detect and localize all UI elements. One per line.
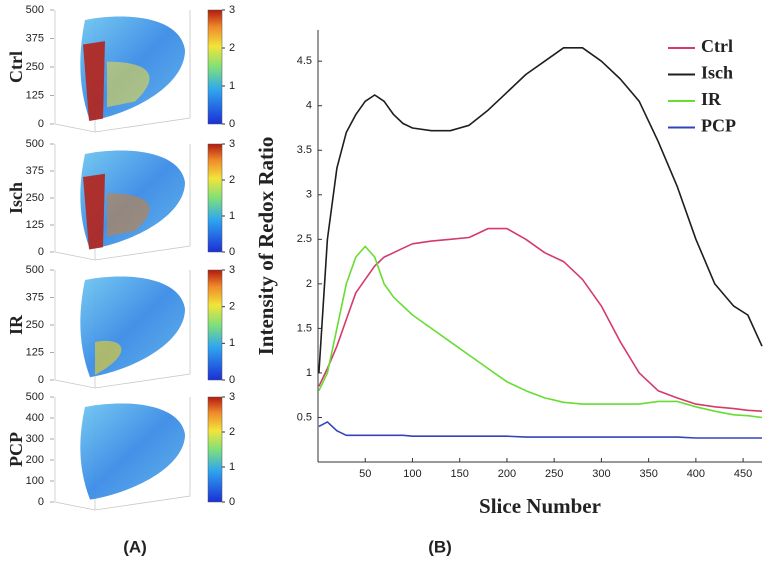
- panel-label: (B): [428, 537, 452, 556]
- y-tick-label: 0: [38, 118, 44, 130]
- colorbar-tick-label: 3: [229, 138, 235, 150]
- x-tick-label: 450: [734, 468, 752, 480]
- row-label: Ctrl: [6, 51, 26, 83]
- colorbar-tick-label: 1: [229, 210, 235, 222]
- y-tick-label: 250: [26, 319, 44, 331]
- y-tick-label: 3: [306, 189, 312, 201]
- heart-render: [80, 403, 185, 500]
- y-tick-label: 1.5: [297, 322, 312, 334]
- colorbar-tick-label: 0: [229, 246, 235, 258]
- y-tick-label: 300: [26, 433, 44, 445]
- y-tick-label: 500: [26, 264, 44, 276]
- colorbar: [207, 9, 223, 125]
- y-tick-label: 375: [26, 165, 44, 177]
- series-line: [318, 47, 763, 373]
- y-tick-label: 4: [306, 100, 312, 112]
- x-tick-label: 50: [359, 468, 371, 480]
- y-tick-label: 0: [38, 496, 44, 508]
- panel-label: (A): [123, 537, 147, 556]
- series-line: [318, 245, 763, 419]
- y-tick-label: 100: [26, 475, 44, 487]
- colorbar-tick-label: 1: [229, 461, 235, 473]
- legend-label: PCP: [701, 116, 736, 136]
- y-tick-label: 375: [26, 291, 44, 303]
- colorbar: [207, 269, 223, 381]
- legend-label: Ctrl: [701, 36, 733, 56]
- heart-region: [95, 340, 122, 375]
- colorbar: [207, 143, 223, 253]
- y-tick-label: 200: [26, 454, 44, 466]
- x-tick-label: 250: [545, 468, 563, 480]
- legend-label: IR: [701, 89, 722, 109]
- y-tick-label: 4.5: [297, 55, 312, 67]
- y-tick-label: 0.5: [297, 411, 312, 423]
- y-tick-label: 400: [26, 412, 44, 424]
- colorbar-tick-label: 0: [229, 118, 235, 130]
- y-tick-label: 500: [26, 138, 44, 150]
- x-tick-label: 100: [403, 468, 421, 480]
- colorbar-tick-label: 2: [229, 426, 235, 438]
- x-tick-label: 150: [451, 468, 469, 480]
- row-label: PCP: [6, 432, 26, 467]
- colorbar-tick-label: 0: [229, 496, 235, 508]
- x-tick-label: 200: [498, 468, 516, 480]
- colorbar-tick-label: 1: [229, 337, 235, 349]
- y-tick-label: 500: [26, 4, 44, 16]
- heart-region: [107, 61, 150, 108]
- y-tick-label: 0: [38, 246, 44, 258]
- x-tick-label: 400: [687, 468, 705, 480]
- y-tick-label: 375: [26, 32, 44, 44]
- colorbar-tick-label: 1: [229, 80, 235, 92]
- series-line: [318, 227, 763, 412]
- heart-region: [107, 193, 150, 237]
- panel-a: Ctrl 0 125 250 375 500 0 1 2 3 Isch 0 125 250 375 500 0 1…: [6, 4, 235, 511]
- y-tick-label: 250: [26, 61, 44, 73]
- y-tick-label: 2.5: [297, 233, 312, 245]
- y-tick-label: 3.5: [297, 144, 312, 156]
- colorbar-tick-label: 3: [229, 391, 235, 403]
- series-line: [318, 421, 762, 439]
- colorbar-tick-label: 2: [229, 174, 235, 186]
- colorbar-tick-label: 0: [229, 374, 235, 386]
- y-axis-title: Intensity of Redox Ratio: [254, 137, 278, 356]
- panel-b: 0.5 1 1.5 2 2.5 3 3.5 4 4.5 50 100 150 200 250 300 350 4…: [254, 30, 763, 518]
- row-label: IR: [6, 314, 26, 335]
- x-axis-title: Slice Number: [479, 494, 601, 518]
- y-tick-label: 125: [26, 89, 44, 101]
- row-label: Isch: [6, 182, 26, 214]
- colorbar-tick-label: 2: [229, 42, 235, 54]
- colorbar: [207, 396, 223, 503]
- heart-region: [83, 41, 105, 121]
- y-tick-label: 1: [306, 367, 312, 379]
- x-tick-label: 350: [639, 468, 657, 480]
- y-tick-label: 125: [26, 219, 44, 231]
- y-tick-label: 2: [306, 278, 312, 290]
- y-tick-label: 0: [38, 374, 44, 386]
- legend-label: Isch: [701, 63, 733, 83]
- y-tick-label: 500: [26, 391, 44, 403]
- colorbar-tick-label: 3: [229, 264, 235, 276]
- colorbar-tick-label: 2: [229, 301, 235, 313]
- heart-region: [83, 173, 105, 250]
- y-tick-label: 125: [26, 346, 44, 358]
- colorbar-tick-label: 3: [229, 4, 235, 16]
- x-tick-label: 300: [592, 468, 610, 480]
- y-tick-label: 250: [26, 192, 44, 204]
